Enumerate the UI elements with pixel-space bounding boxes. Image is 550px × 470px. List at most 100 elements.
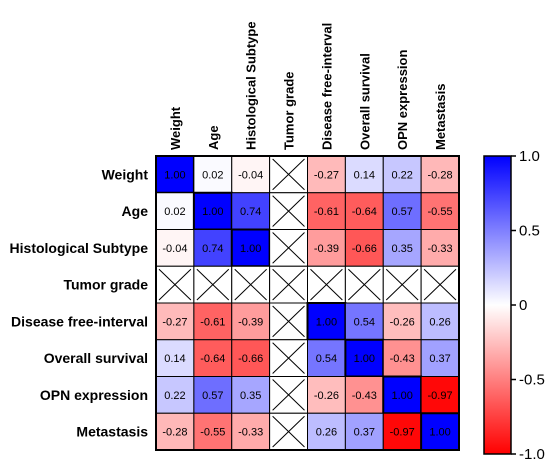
row-label: Overall survival (44, 350, 148, 366)
cell-value-label: -0.27 (314, 169, 339, 181)
missing-cross-line (385, 268, 419, 301)
cell-value-label: -0.66 (352, 243, 377, 255)
column-label: Weight (168, 106, 183, 150)
heatmap-cell (231, 339, 271, 377)
cell-value-label: 0.74 (240, 206, 261, 218)
heatmap-cell (307, 339, 346, 377)
heatmap-cells: 1.00 0.02 -0.04 -0.27 0.14 0.22 -0.28 0.02 1.00 0… (155, 155, 460, 451)
cell-value-label: 0.37 (354, 427, 375, 439)
cell-value-label: -0.43 (390, 353, 415, 365)
cell-value-label: 0.54 (316, 353, 337, 365)
cell-value-label: -0.28 (162, 427, 187, 439)
cell-value-label: 0.74 (202, 243, 223, 255)
cell-value-label: 0.14 (354, 169, 375, 181)
colorbar-gradient (483, 155, 512, 455)
cell-value-label: 1.00 (316, 316, 337, 328)
cell-value-label: -0.26 (390, 316, 415, 328)
row-label: OPN expression (40, 387, 148, 403)
heatmap-cell (155, 412, 195, 451)
missing-cross-line (348, 268, 381, 301)
cell-value-label: -0.27 (162, 316, 187, 328)
cell-value-label: -0.28 (428, 169, 453, 181)
missing-cross-line (272, 379, 305, 411)
missing-cross-line (423, 268, 457, 301)
row-label: Weight (102, 166, 149, 182)
cell-value-label: -0.04 (162, 243, 187, 255)
cell-value-label: 0.35 (240, 390, 261, 402)
cell-value-label: -0.33 (238, 427, 263, 439)
cell-value-label: 0.26 (316, 427, 337, 439)
heatmap-cell (344, 192, 384, 230)
colorbar-tick-label: -0.5 (519, 372, 545, 389)
heatmap-cell (231, 412, 271, 451)
heatmap-cell (193, 376, 233, 414)
column-label: Age (206, 125, 221, 150)
heatmap-cell (382, 155, 422, 194)
cell-value-label: 0.02 (202, 169, 223, 181)
cell-value-label: -0.64 (200, 353, 225, 365)
heatmap-cell (231, 192, 271, 230)
cell-value-label: 0.14 (164, 353, 185, 365)
cell-value-label: 1.00 (354, 353, 375, 365)
cell-value-label: -0.39 (238, 316, 263, 328)
missing-cross-line (196, 268, 230, 301)
heatmap-cell (344, 155, 384, 194)
colorbar: 1.0 0.5 0 -0.5 -1.0 (483, 148, 545, 463)
heatmap-cell (344, 302, 384, 341)
column-labels: Weight Age Histological Subtype Tumor grade… (168, 21, 448, 150)
column-label: Metastasis (433, 84, 448, 150)
column-label: OPN expression (395, 50, 410, 150)
heatmap-cell (382, 339, 422, 377)
missing-cross-line (272, 415, 305, 448)
heatmap-cell (155, 339, 195, 377)
colorbar-tick-label: 1.0 (519, 148, 540, 165)
cell-value-label: -0.97 (428, 390, 453, 402)
cell-value-label: -0.39 (314, 243, 339, 255)
missing-cross-line (310, 268, 343, 301)
column-label: Tumor grade (282, 72, 297, 151)
cell-value-label: -0.97 (390, 427, 415, 439)
cell-value-label: -0.55 (200, 427, 225, 439)
cell-value-label: -0.04 (238, 169, 263, 181)
cell-value-label: -0.55 (428, 206, 453, 218)
missing-cross-line (272, 158, 305, 191)
cell-value-label: 0.22 (391, 169, 412, 181)
cell-value-label: 0.54 (354, 316, 375, 328)
cell-value-label: -0.26 (314, 390, 339, 402)
cell-value-label: -0.66 (238, 353, 263, 365)
colorbar-tick-label: 0.5 (519, 223, 540, 240)
cell-value-label: -0.61 (314, 206, 339, 218)
cell-value-label: -0.64 (352, 206, 377, 218)
missing-cross-line (234, 268, 267, 301)
colorbar-tick-label: -1.0 (519, 446, 545, 463)
heatmap-cell (193, 229, 233, 267)
row-label: Histological Subtype (10, 240, 149, 256)
heatmap-cell (230, 228, 271, 268)
colorbar-tick-label: 0 (519, 297, 527, 314)
missing-cross-line (158, 268, 192, 301)
missing-cross-line (272, 268, 305, 301)
cell-value-label: 0.22 (164, 390, 185, 402)
heatmap-cell (193, 155, 233, 194)
cell-value-label: -0.33 (428, 243, 453, 255)
row-label: Age (122, 203, 149, 219)
heatmap-cell (193, 412, 233, 451)
cell-value-label: 1.00 (202, 206, 223, 218)
row-label: Metastasis (76, 424, 148, 440)
heatmap-cell (382, 375, 423, 415)
missing-cross-line (272, 232, 305, 264)
column-label: Disease free-interval (319, 23, 334, 150)
heatmap-cell (382, 302, 422, 341)
cell-value-label: 0.57 (391, 206, 412, 218)
column-label: Overall survival (357, 53, 372, 150)
cell-value-label: 1.00 (164, 169, 185, 181)
missing-cross-line (272, 305, 305, 338)
row-label: Disease free-interval (11, 313, 148, 329)
cell-value-label: 0.37 (429, 353, 450, 365)
missing-cross-line (272, 342, 305, 374)
heatmap-cell (420, 229, 460, 267)
cell-value-label: 0.35 (391, 243, 412, 255)
heatmap-cell (155, 302, 195, 341)
row-labels: Weight Age Histological Subtype Tumor grade… (10, 166, 149, 439)
